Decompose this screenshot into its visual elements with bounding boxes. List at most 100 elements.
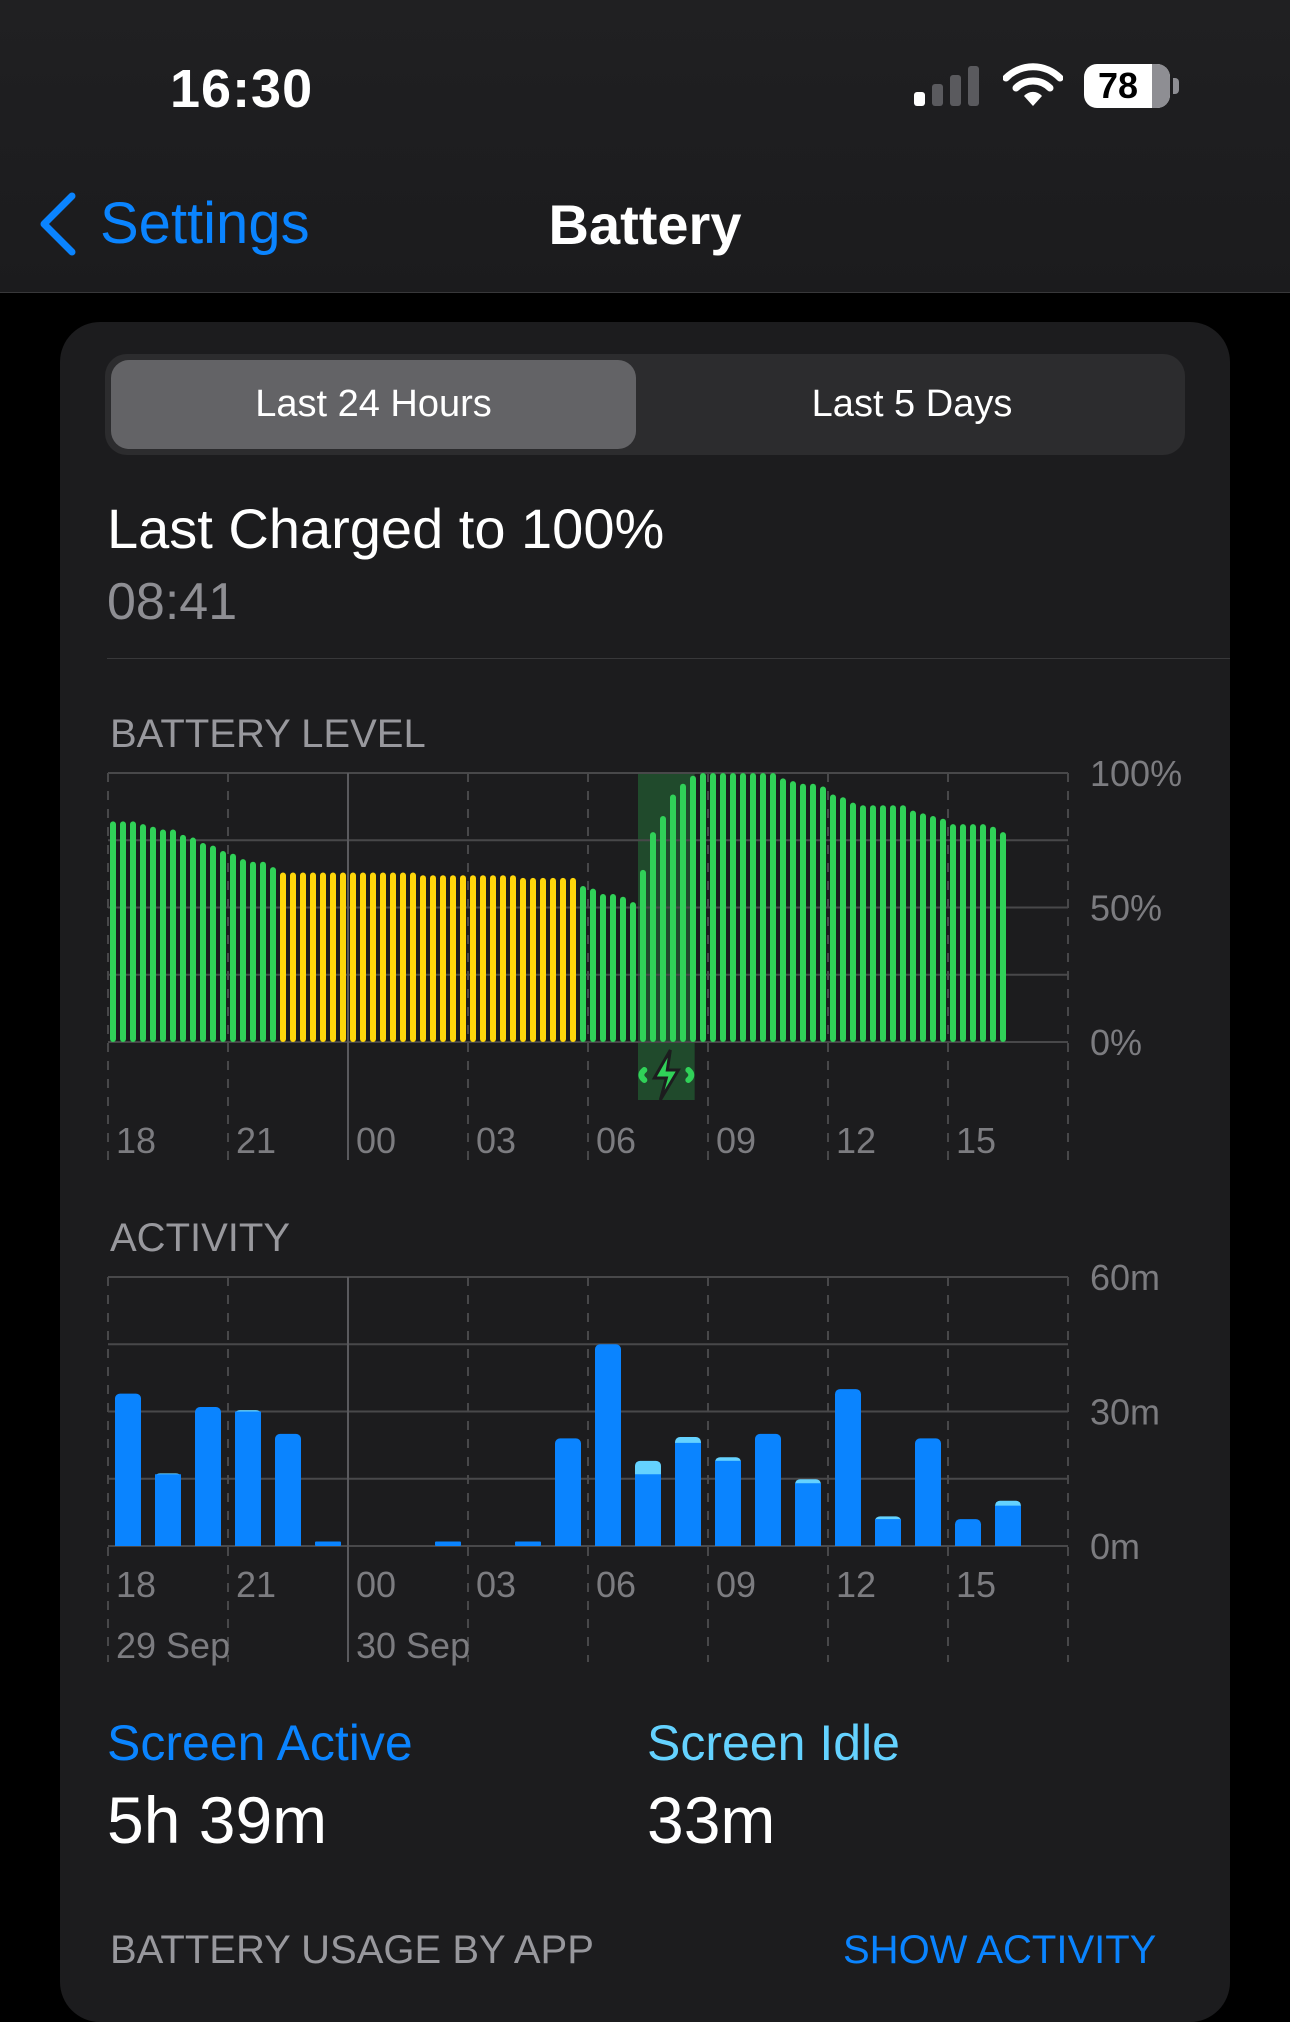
battery-percent: 78 [1097,65,1139,106]
battery-bar [390,872,396,1042]
x-tick-label: 15 [956,1120,996,1161]
battery-bar [820,786,826,1042]
battery-bar [230,853,236,1042]
x-tick-label: 12 [836,1564,876,1605]
battery-bar [400,872,406,1042]
last-charged-time: 08:41 [107,573,238,631]
screen-idle-label: Screen Idle [647,1715,900,1771]
battery-bar [490,875,496,1042]
battery-bar [360,872,366,1042]
battery-bar [800,783,806,1042]
battery-bar [130,821,136,1042]
battery-bar [460,875,466,1042]
battery-bar [850,802,856,1042]
screen-active-bar [315,1541,341,1546]
battery-bar [890,805,896,1042]
battery-bar [760,773,766,1042]
date-label: 29 Sep [116,1625,230,1666]
screen-active-bar-fill [555,1444,581,1546]
battery-card [60,322,1230,2022]
battery-bar [210,845,216,1042]
y-tick-label: 60m [1090,1257,1160,1298]
x-tick-label: 18 [116,1564,156,1605]
battery-bar [660,816,666,1042]
screen-active-bar-fill [955,1525,981,1546]
battery-bar [510,875,516,1042]
battery-bar [180,834,186,1042]
battery-bar [470,875,476,1042]
battery-bar [600,894,606,1042]
battery-bar [310,872,316,1042]
tab-last-24-hours[interactable]: Last 24 Hours [111,360,636,449]
battery-bar [700,773,706,1042]
battery-bar [110,821,116,1042]
bolt-icon [638,1049,695,1101]
tab-last-5-days[interactable]: Last 5 Days [811,383,1013,425]
screen-active-bar-fill [915,1444,941,1546]
battery-bar [680,783,686,1042]
header: 16:30 78 Settings Battery [0,0,1290,293]
divider [107,658,1230,659]
screen-active-bar [875,1519,901,1546]
battery-bar [500,875,506,1042]
battery-bar [380,872,386,1042]
wifi-icon [1003,63,1063,106]
back-button[interactable]: Settings [38,190,310,257]
battery-bar [740,773,746,1042]
usage-by-app-heading: BATTERY USAGE BY APP [110,1928,594,1972]
battery-bar [480,875,486,1042]
screen-active-bar [235,1411,261,1546]
show-activity-button[interactable]: SHOW ACTIVITY [843,1928,1157,1972]
y-tick-label: 100% [1090,753,1182,794]
battery-bar [900,805,906,1042]
battery-bar [650,832,656,1042]
battery-bar [410,872,416,1042]
screen-active-bar [635,1474,661,1546]
battery-bar [140,824,146,1042]
battery-bar [810,783,816,1042]
battery-bar [550,877,556,1042]
battery-bar [1000,832,1006,1042]
x-tick-label: 15 [956,1564,996,1605]
battery-bar [220,851,226,1042]
screen-active-bar [795,1483,821,1546]
battery-bar [960,824,966,1042]
battery-bar [980,824,986,1042]
battery-bar [940,818,946,1042]
battery-bar [880,805,886,1042]
battery-bar [990,826,996,1042]
battery-bar [430,875,436,1042]
screen-active-bar-fill [275,1439,301,1546]
battery-bar [730,773,736,1042]
battery-bar [330,872,336,1042]
battery-bar [370,872,376,1042]
battery-bar [150,826,156,1042]
activity-heading: ACTIVITY [110,1216,291,1260]
y-tick-label: 50% [1090,888,1162,929]
date-label: 30 Sep [356,1625,470,1666]
last-charged-label: Last Charged to 100% [107,497,665,560]
x-tick-label: 09 [716,1120,756,1161]
x-tick-label: 21 [236,1120,276,1161]
x-tick-label: 00 [356,1120,396,1161]
battery-bar [290,872,296,1042]
battery-bar [350,872,356,1042]
battery-bar [710,773,716,1042]
screen-active-bar-fill [755,1439,781,1546]
battery-bar [670,794,676,1042]
battery-bar [630,902,636,1042]
x-tick-label: 21 [236,1564,276,1605]
time-range-segmented-control: Last 24 Hours Last 5 Days [105,354,1185,455]
battery-bar [250,861,256,1042]
x-tick-label: 06 [596,1564,636,1605]
y-tick-label: 30m [1090,1392,1160,1433]
battery-bar [580,885,586,1042]
battery-bar [270,867,276,1042]
screen-active-bar [675,1442,701,1546]
x-tick-label: 12 [836,1120,876,1161]
battery-bar [570,877,576,1042]
battery-level-chart: 18 21 00 03 06 09 12 15 100% 50% 0% [107,753,1182,1161]
y-tick-label: 0% [1090,1022,1142,1063]
screen-active-bar-fill [595,1350,621,1546]
x-tick-label: 00 [356,1564,396,1605]
